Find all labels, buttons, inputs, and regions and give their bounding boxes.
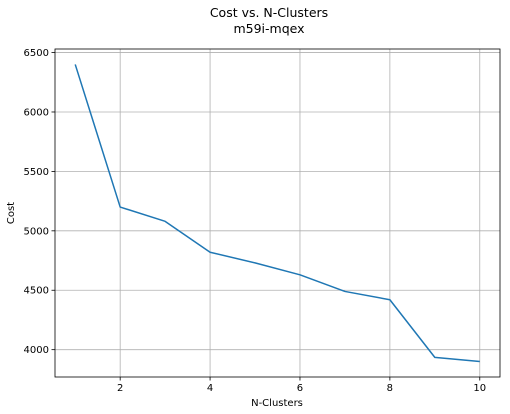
y-tick-label: 6500 (24, 48, 49, 59)
x-axis-label: N-Clusters (251, 398, 303, 409)
plot-frame (54, 48, 501, 378)
grid (55, 49, 500, 377)
y-tick-label: 4000 (24, 345, 49, 356)
chart-subtitle: m59i-mqex (233, 21, 304, 36)
series-layer (74, 64, 480, 363)
y-axis-label: Cost (6, 202, 17, 224)
y-tick-label: 5000 (24, 226, 49, 237)
x-tick-label: 6 (297, 383, 303, 394)
axis-ticks: 2 4 6 8 10 4000 4500 5000 5500 6000 6500 (24, 48, 487, 394)
y-tick-label: 4500 (24, 286, 49, 297)
series-line-0 (74, 64, 480, 363)
y-tick-label: 6000 (24, 107, 49, 118)
x-tick-label: 2 (117, 383, 123, 394)
x-tick-label: 10 (473, 383, 486, 394)
x-tick-label: 4 (207, 383, 213, 394)
y-tick-label: 5500 (24, 167, 49, 178)
x-tick-label: 8 (387, 383, 393, 394)
chart-title: Cost vs. N-Clusters (210, 5, 328, 20)
